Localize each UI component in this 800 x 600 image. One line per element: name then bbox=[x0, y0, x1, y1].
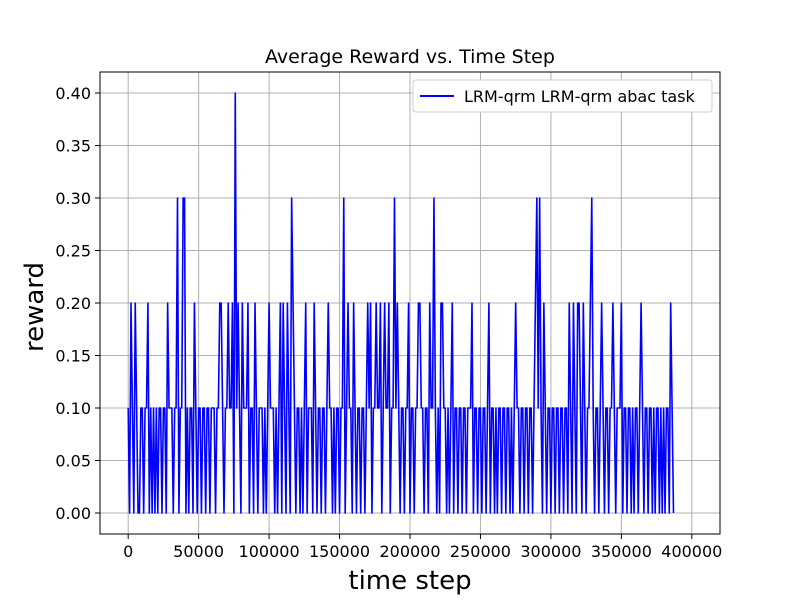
x-tick-label: 400000 bbox=[661, 542, 722, 561]
y-tick-label: 0.25 bbox=[55, 242, 91, 261]
x-axis-label: time step bbox=[348, 566, 471, 596]
x-tick-label: 0 bbox=[123, 542, 133, 561]
y-tick-label: 0.30 bbox=[55, 189, 91, 208]
y-tick-label: 0.05 bbox=[55, 452, 91, 471]
y-tick-label: 0.00 bbox=[55, 504, 91, 523]
x-tick-label: 350000 bbox=[591, 542, 652, 561]
series-layer bbox=[127, 92, 675, 514]
y-axis-label: reward bbox=[20, 262, 50, 352]
chart-title: Average Reward vs. Time Step bbox=[265, 46, 555, 68]
x-tick-label: 100000 bbox=[239, 542, 300, 561]
x-tick-label: 50000 bbox=[173, 542, 224, 561]
x-tick-label: 200000 bbox=[379, 542, 440, 561]
y-tick-label: 0.20 bbox=[55, 294, 91, 313]
y-tick-label: 0.40 bbox=[55, 84, 91, 103]
y-tick-label: 0.15 bbox=[55, 347, 91, 366]
x-tick-label: 300000 bbox=[520, 542, 581, 561]
y-tick-label: 0.35 bbox=[55, 137, 91, 156]
legend-label: LRM-qrm LRM-qrm abac task bbox=[464, 87, 696, 106]
x-tick-label: 250000 bbox=[450, 542, 511, 561]
x-axis-ticks: 0 50000 100000 150000 200000 250000 300000 3500… bbox=[123, 534, 722, 561]
series-line bbox=[127, 92, 675, 514]
legend: LRM-qrm LRM-qrm abac task bbox=[412, 79, 713, 113]
legend-box bbox=[412, 79, 713, 113]
x-tick-label: 150000 bbox=[309, 542, 370, 561]
y-tick-label: 0.10 bbox=[55, 399, 91, 418]
y-axis-ticks: 0.00 0.05 0.10 0.15 0.20 0.25 0.30 0.35 0.40 bbox=[55, 84, 100, 523]
